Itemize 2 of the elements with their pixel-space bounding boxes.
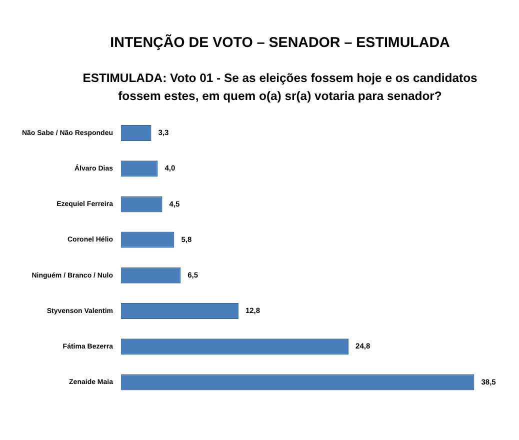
chart-subtitle: ESTIMULADA: Voto 01 - Se as eleições fossem hoje e os candidatos fossem estes, em quem o(a) sr(a) votaria para senador? [82,70,478,105]
chart-title: INTENÇÃO DE VOTO – SENADOR – ESTIMULADA [109,35,451,52]
